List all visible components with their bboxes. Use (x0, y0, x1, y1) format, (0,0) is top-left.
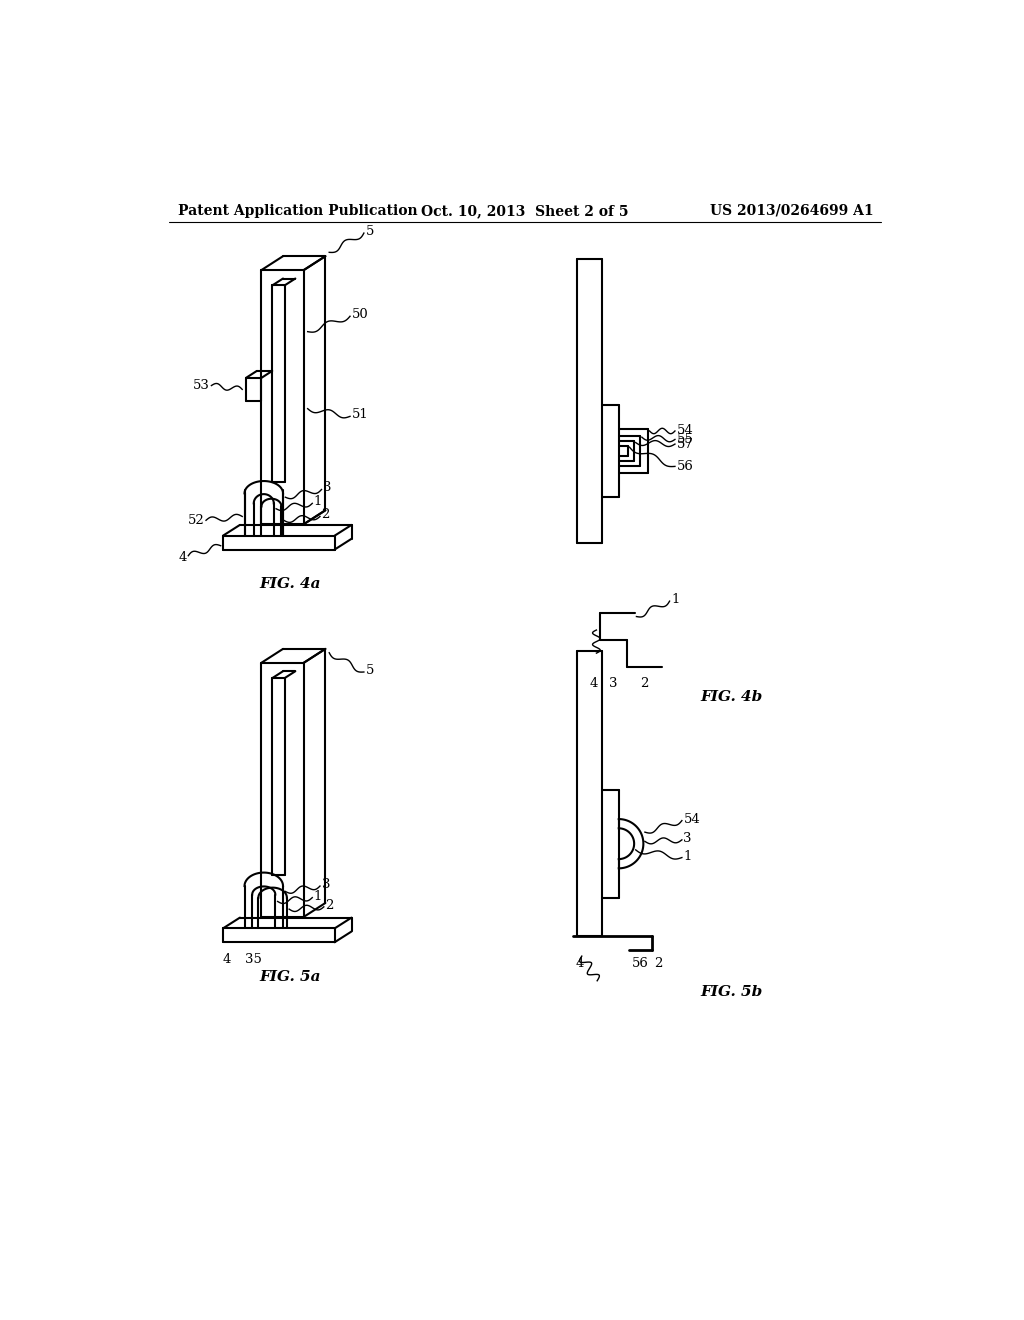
Text: 50: 50 (351, 308, 369, 321)
Text: 4: 4 (222, 953, 231, 966)
Text: 2: 2 (326, 899, 334, 912)
Text: 56: 56 (632, 957, 649, 970)
Text: 35: 35 (246, 953, 262, 966)
Text: 53: 53 (193, 379, 210, 392)
Text: 54: 54 (683, 813, 700, 825)
Text: 55: 55 (677, 433, 693, 446)
Text: 1: 1 (671, 593, 680, 606)
Text: 4: 4 (590, 677, 598, 690)
Text: 3: 3 (683, 832, 692, 845)
Text: Patent Application Publication: Patent Application Publication (178, 203, 418, 218)
Text: 54: 54 (677, 425, 693, 437)
Text: 5: 5 (366, 664, 374, 677)
Text: 5: 5 (366, 224, 374, 238)
Text: Oct. 10, 2013  Sheet 2 of 5: Oct. 10, 2013 Sheet 2 of 5 (421, 203, 629, 218)
Text: FIG. 4b: FIG. 4b (700, 690, 762, 705)
Text: US 2013/0264699 A1: US 2013/0264699 A1 (710, 203, 873, 218)
Text: 2: 2 (322, 508, 330, 521)
Text: 3: 3 (322, 878, 330, 891)
Text: 2: 2 (653, 957, 663, 970)
Text: 4: 4 (178, 550, 186, 564)
Text: 57: 57 (677, 437, 693, 450)
Text: 4: 4 (575, 957, 584, 970)
Text: 56: 56 (677, 459, 693, 473)
Text: FIG. 5b: FIG. 5b (700, 985, 762, 999)
Text: 3: 3 (609, 677, 617, 690)
Text: 2: 2 (640, 677, 648, 690)
Text: 3: 3 (323, 482, 332, 495)
Text: 1: 1 (313, 495, 323, 508)
Text: 1: 1 (313, 890, 323, 903)
Text: FIG. 5a: FIG. 5a (259, 970, 321, 983)
Text: 52: 52 (187, 513, 205, 527)
Text: 1: 1 (683, 850, 692, 862)
Text: 51: 51 (351, 408, 369, 421)
Text: FIG. 4a: FIG. 4a (259, 577, 321, 591)
